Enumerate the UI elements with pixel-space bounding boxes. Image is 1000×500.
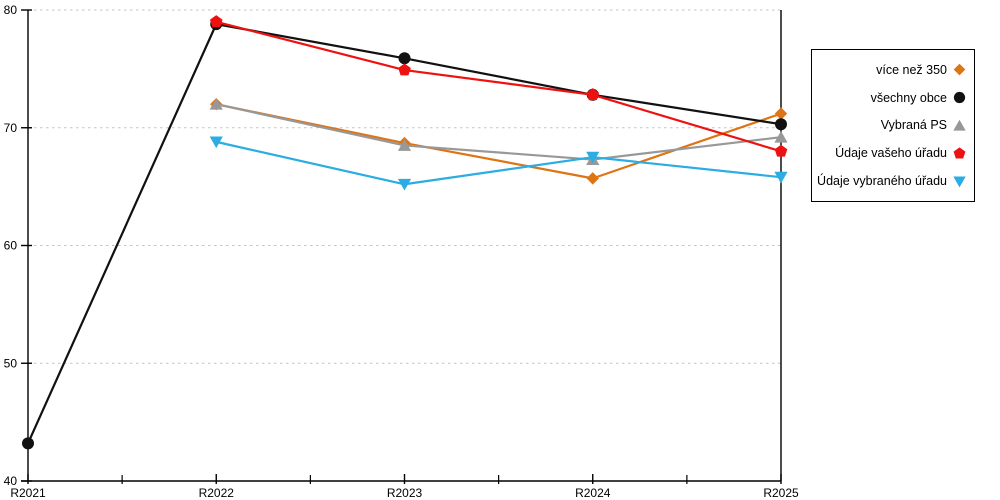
legend-item-2: všechny obce (812, 85, 974, 111)
data-point-shape (774, 107, 788, 120)
triangle-down-icon (953, 176, 966, 187)
circle-icon (953, 92, 966, 104)
legend-marker-diamond-shape (953, 64, 966, 76)
diamond-icon (953, 64, 966, 76)
data-point (775, 118, 787, 131)
data-point (586, 172, 599, 185)
series-line-5 (215, 140, 783, 186)
x-tick-label-R2024: R2024 (575, 486, 611, 500)
legend-item-4: Údaje vašeho úřadu (812, 140, 974, 166)
legend-marker-triangle-down-shape (953, 176, 966, 187)
data-point-shape (397, 178, 412, 191)
series-line-3 (215, 103, 783, 161)
x-tick-label-R2021: R2021 (10, 486, 46, 500)
legend-label: Údaje vašeho úřadu (835, 146, 947, 161)
legend-label: více než 350 (876, 62, 947, 77)
data-point-shape (774, 130, 788, 143)
y-tick-label-60: 60 (4, 239, 18, 253)
series-3 (209, 98, 788, 165)
legend-item-5: Údaje vybraného úřadu (812, 168, 974, 194)
data-point-shape (586, 151, 600, 164)
data-point-shape (586, 172, 599, 185)
series-line-2 (26, 23, 783, 445)
pentagon-icon (953, 147, 966, 159)
y-tick-label-80: 80 (4, 3, 18, 17)
series-line-1 (215, 103, 783, 180)
series-5 (209, 136, 788, 191)
legend-marker-diamond (953, 64, 966, 76)
chart-legend: více než 350 všechny obce Vybraná PS Údaje … (811, 49, 975, 202)
legend-item-1: více než 350 (812, 57, 974, 83)
legend-marker-triangle-up (953, 119, 966, 131)
data-point-shape (209, 15, 223, 28)
data-point-shape (774, 171, 788, 184)
legend-label: Vybraná PS (880, 118, 947, 133)
data-point-shape (397, 139, 412, 151)
x-tick-label-R2023: R2023 (387, 486, 423, 500)
data-point (209, 15, 223, 28)
series-4 (209, 15, 788, 157)
y-tick-label-50: 50 (4, 356, 18, 370)
data-point (397, 139, 412, 151)
legend-marker-circle (953, 92, 966, 104)
legend-label: všechny obce (870, 90, 947, 105)
data-point (209, 98, 223, 110)
data-point (398, 52, 411, 65)
data-point-shape (209, 98, 223, 110)
data-point (774, 171, 788, 184)
data-point (398, 63, 411, 76)
data-point-shape (209, 136, 223, 149)
data-point (774, 144, 788, 157)
data-point (774, 130, 788, 143)
data-point-shape (398, 63, 411, 76)
legend-item-3: Vybraná PS (812, 112, 974, 138)
legend-label: Údaje vybraného úřadu (817, 174, 947, 189)
triangle-up-icon (953, 119, 966, 131)
data-point-shape (586, 88, 600, 101)
y-tick-label-70: 70 (4, 121, 18, 135)
legend-marker-pentagon-shape (953, 147, 966, 159)
legend-marker-triangle-down (953, 176, 966, 187)
series-2 (22, 18, 787, 450)
series-line-4 (215, 20, 783, 153)
data-point (397, 178, 412, 191)
legend-marker-pentagon (953, 147, 966, 159)
data-point-shape (774, 144, 788, 157)
data-point (586, 88, 600, 101)
data-point (586, 151, 600, 164)
legend-marker-triangle-up-shape (953, 119, 966, 131)
data-point (209, 136, 223, 149)
data-point (22, 437, 34, 450)
x-tick-label-R2022: R2022 (199, 486, 235, 500)
data-point (774, 107, 788, 120)
x-tick-label-R2025: R2025 (763, 486, 799, 500)
y-tick-label-40: 40 (4, 474, 18, 488)
